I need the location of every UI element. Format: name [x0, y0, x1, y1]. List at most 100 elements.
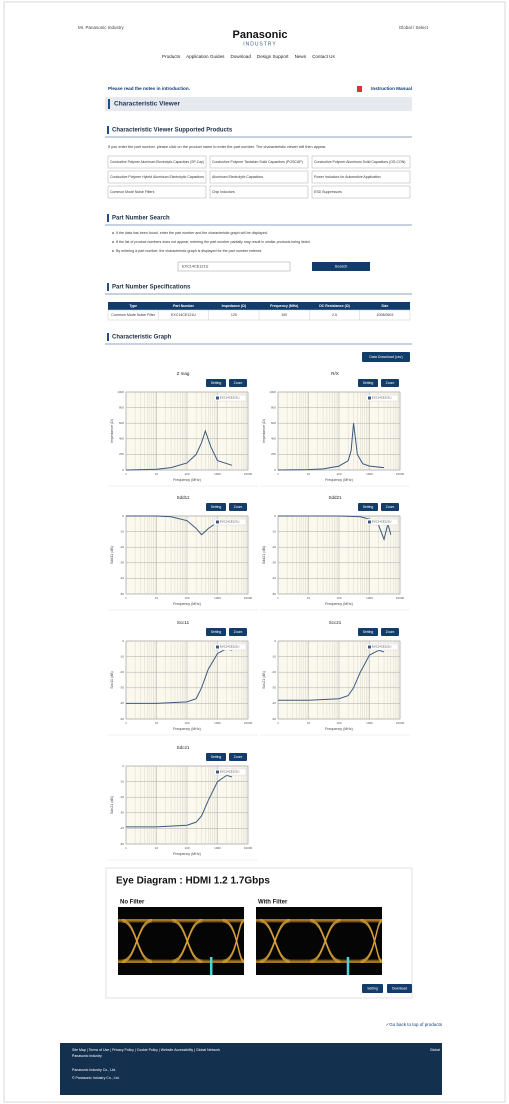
product-link[interactable]: ESD Suppressors — [314, 190, 342, 194]
table-header-cell: DC Resistance (Ω) — [319, 304, 350, 308]
legend-label: EXC14CE121U — [220, 396, 239, 400]
nav-link[interactable]: Download — [230, 54, 251, 59]
footer-line: © Panasonic Industry Co., Ltd. — [72, 1076, 120, 1080]
section-heading: Characteristic Graph — [112, 335, 172, 341]
footer-links[interactable]: Site Map | Terms of Use | Privacy Policy… — [72, 1048, 220, 1052]
product-link[interactable]: Power Inductors for Automotive Applicati… — [314, 175, 381, 179]
x-tick-label: 1000 — [366, 472, 373, 476]
x-tick-label: 1000 — [214, 596, 221, 600]
chart-button-label[interactable]: Setting — [363, 630, 374, 634]
product-link[interactable]: Conductive Polymer Tantalum Solid Capaci… — [212, 160, 303, 164]
y-tick-label: -30 — [120, 811, 125, 815]
logo-sub: INDUSTRY — [243, 41, 276, 47]
chart-title: Scc21 — [329, 620, 342, 625]
y-tick-label: 200 — [271, 452, 276, 456]
chart-button-label[interactable]: Setting — [211, 381, 222, 385]
y-tick-label: -40 — [272, 576, 277, 580]
product-link[interactable]: Common Mode Noise Filters — [110, 190, 155, 194]
chart-button-label[interactable]: Setting — [211, 505, 222, 509]
x-tick-label: 100 — [336, 472, 341, 476]
x-axis-label: Frequency (MHz) — [325, 478, 353, 482]
section-heading: Characteristic Viewer Supported Products — [112, 128, 233, 134]
x-tick-label: 10000 — [396, 472, 405, 476]
table-cell: 2.5 — [332, 313, 337, 317]
title-bar — [108, 99, 110, 109]
nav-link[interactable]: Application Guides — [186, 54, 225, 59]
download-button-label[interactable]: Data Download (csv) — [369, 355, 402, 359]
chart-button-label[interactable]: Setting — [211, 755, 222, 759]
product-link[interactable]: Aluminum Electrolytic Capacitors — [212, 175, 263, 179]
y-tick-label: -10 — [272, 654, 277, 658]
y-tick-label: 800 — [271, 405, 276, 409]
eye-button-label[interactable]: Setting — [367, 986, 378, 990]
y-tick-label: -40 — [272, 701, 277, 705]
x-tick-label: 10000 — [244, 846, 253, 850]
nav-link[interactable]: Products — [162, 54, 181, 59]
y-axis-label: Impedance (Ω) — [262, 419, 266, 443]
chart-title: Scc11 — [177, 620, 190, 625]
y-tick-label: 200 — [119, 452, 124, 456]
footer-region[interactable]: Global — [430, 1048, 440, 1052]
y-tick-label: -10 — [272, 529, 277, 533]
region-select[interactable]: Global / Select — [399, 25, 429, 30]
legend-swatch — [368, 646, 371, 649]
chart-button-label[interactable]: Setting — [363, 505, 374, 509]
chart-button-label[interactable]: Zoom — [234, 630, 243, 634]
x-tick-label: 1000 — [366, 596, 373, 600]
y-axis-label: Sdd11 (dB) — [110, 546, 114, 564]
y-axis-label: Sdc21 (dB) — [110, 796, 114, 814]
x-axis-label: Frequency (MHz) — [325, 602, 353, 606]
eye-button-label[interactable]: Download — [392, 986, 407, 990]
y-tick-label: -10 — [120, 779, 125, 783]
x-axis-label: Frequency (MHz) — [173, 727, 201, 731]
table-header — [108, 302, 410, 310]
back-to-top[interactable]: ✓Go back to top of products — [385, 1022, 442, 1027]
table-header-cell: Type — [129, 304, 137, 308]
product-link[interactable]: Conductive Polymer Aluminum Electrolytic… — [110, 160, 204, 164]
chart-button-label[interactable]: Setting — [363, 381, 374, 385]
section-heading: Part Number Search — [112, 216, 170, 222]
x-tick-label: 10000 — [244, 721, 253, 725]
x-tick-label: 10 — [155, 472, 159, 476]
y-tick-label: 400 — [271, 437, 276, 441]
product-link[interactable]: Chip Inductors — [212, 190, 235, 194]
x-tick-label: 100 — [336, 721, 341, 725]
legend-label: EXC14CE121U — [372, 520, 391, 524]
chart-button-label[interactable]: Zoom — [386, 381, 395, 385]
chart-button-label[interactable]: Zoom — [234, 505, 243, 509]
top-left-link[interactable]: Mr. Panasonic Industry — [78, 25, 125, 30]
product-link[interactable]: Conductive Polymer Aluminum Solid Capaci… — [314, 160, 405, 164]
chart-button-label[interactable]: Setting — [211, 630, 222, 634]
x-tick-label: 1000 — [214, 472, 221, 476]
x-tick-label: 10000 — [244, 472, 253, 476]
chart-button-label[interactable]: Zoom — [386, 630, 395, 634]
x-tick-label: 100 — [184, 596, 189, 600]
y-axis-label: Scc21 (dB) — [262, 671, 266, 689]
search-button-label[interactable]: Search — [335, 264, 348, 269]
chart-button-label[interactable]: Zoom — [234, 755, 243, 759]
y-tick-label: -10 — [120, 654, 125, 658]
eye-title: Eye Diagram : HDMI 1.2 1.7Gbps — [116, 876, 270, 887]
table-cell: EXC14CE121U — [171, 313, 196, 317]
eye-mask-marker — [210, 957, 213, 975]
manual-link[interactable]: Instruction Manual — [371, 86, 412, 91]
bullet-text: By entering a part number, the character… — [116, 249, 262, 253]
logo[interactable]: Panasonic — [232, 29, 287, 41]
x-tick-label: 10 — [307, 596, 311, 600]
chart-button-label[interactable]: Zoom — [386, 505, 395, 509]
nav-link[interactable]: News — [295, 54, 307, 59]
page: Mr. Panasonic Industry PanasonicINDUSTRY G… — [0, 0, 509, 1104]
x-tick-label: 100 — [336, 596, 341, 600]
x-tick-label: 10 — [307, 472, 311, 476]
notice-link[interactable]: Please read the notes in introduction. — [108, 86, 190, 91]
nav-link[interactable]: Contact Us — [312, 54, 335, 59]
nav-link[interactable]: Design Support — [257, 54, 289, 59]
y-axis-label: Impedance (Ω) — [110, 419, 114, 443]
pdf-icon — [357, 86, 362, 92]
y-tick-label: -20 — [120, 670, 125, 674]
legend-swatch — [216, 646, 219, 649]
search-input-value[interactable]: EXC14CE121U — [182, 265, 209, 269]
chart-button-label[interactable]: Zoom — [234, 381, 243, 385]
product-link[interactable]: Conductive Polymer Hybrid Aluminum Elect… — [110, 175, 204, 179]
x-tick-label: 10000 — [244, 596, 253, 600]
